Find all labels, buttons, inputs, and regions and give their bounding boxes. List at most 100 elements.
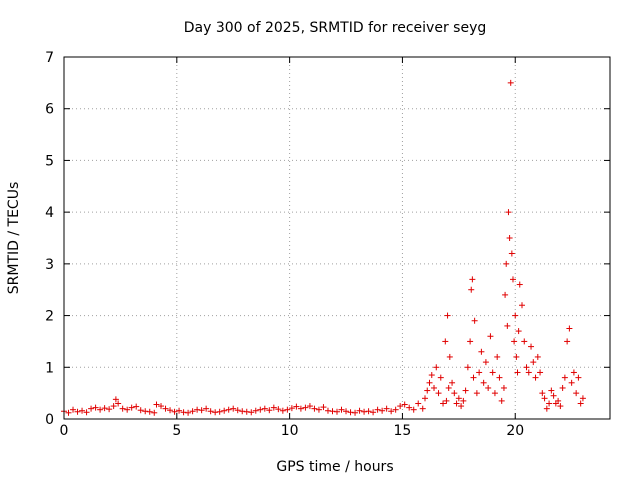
- data-point: [550, 392, 557, 399]
- data-point: [252, 407, 259, 414]
- data-point: [525, 369, 532, 376]
- data-point: [528, 343, 535, 350]
- data-point: [506, 235, 513, 241]
- data-point: [279, 407, 286, 414]
- data-point: [176, 407, 183, 414]
- data-point: [557, 403, 564, 410]
- data-point: [110, 403, 117, 410]
- data-point: [133, 403, 140, 410]
- data-point: [494, 353, 501, 360]
- data-point: [288, 405, 295, 412]
- y-tick-label: 1: [45, 360, 54, 376]
- data-point: [212, 409, 219, 416]
- data-points: [61, 79, 586, 416]
- data-point: [92, 404, 99, 411]
- chart-title: Day 300 of 2025, SRMTID for receiver sey…: [184, 20, 487, 36]
- data-point: [257, 406, 264, 413]
- data-point: [530, 359, 537, 366]
- data-point: [566, 325, 573, 332]
- data-point: [128, 404, 135, 411]
- x-tick-label: 10: [281, 423, 299, 439]
- x-axis-label: GPS time / hours: [276, 459, 393, 475]
- data-point: [467, 338, 474, 345]
- data-point: [137, 407, 144, 414]
- data-point: [338, 406, 345, 413]
- data-point: [568, 379, 575, 386]
- data-point: [421, 395, 428, 402]
- data-point: [577, 400, 584, 407]
- data-point: [476, 369, 483, 376]
- data-point: [225, 406, 232, 413]
- data-point: [541, 395, 548, 402]
- data-point: [293, 403, 300, 410]
- data-point: [347, 409, 354, 416]
- data-point: [234, 407, 241, 414]
- data-point: [444, 312, 451, 319]
- data-point: [266, 407, 273, 414]
- data-point: [352, 409, 359, 416]
- data-point: [230, 405, 237, 412]
- data-point: [426, 379, 433, 386]
- data-point: [207, 408, 214, 415]
- data-point: [167, 407, 174, 414]
- data-point: [440, 400, 447, 407]
- data-point: [523, 364, 530, 371]
- data-point: [392, 406, 399, 413]
- data-point: [374, 406, 381, 413]
- x-tick-label: 20: [506, 423, 524, 439]
- y-tick-label: 5: [45, 153, 54, 169]
- data-point: [65, 409, 72, 416]
- data-point: [464, 364, 471, 371]
- data-point: [513, 353, 520, 360]
- data-point: [446, 353, 453, 360]
- data-point: [491, 390, 498, 397]
- data-point: [221, 407, 228, 414]
- data-point: [514, 369, 521, 376]
- data-point: [324, 407, 331, 414]
- data-point: [334, 408, 340, 415]
- data-point: [500, 384, 507, 391]
- data-point: [311, 405, 318, 412]
- x-tick-label: 15: [394, 423, 412, 439]
- data-point: [473, 390, 480, 397]
- data-point: [356, 407, 363, 414]
- data-point: [284, 406, 291, 413]
- data-point: [180, 409, 187, 416]
- data-point: [397, 403, 404, 410]
- x-tick-label: 0: [60, 423, 69, 439]
- data-point: [261, 405, 268, 412]
- data-point: [88, 405, 95, 412]
- y-tick-label: 6: [45, 102, 54, 118]
- data-point: [248, 409, 255, 416]
- data-point: [508, 250, 515, 257]
- data-point: [119, 405, 126, 412]
- data-point: [79, 407, 86, 414]
- data-point: [564, 338, 571, 345]
- data-point: [158, 403, 165, 410]
- data-point: [306, 403, 313, 410]
- data-point: [302, 404, 309, 411]
- data-point: [532, 374, 539, 381]
- data-point: [453, 400, 460, 407]
- data-point: [546, 400, 553, 407]
- data-point: [320, 404, 327, 411]
- data-point: [431, 384, 438, 391]
- data-point: [555, 397, 562, 404]
- data-point: [410, 406, 417, 413]
- data-point: [361, 408, 368, 415]
- data-point: [482, 359, 489, 366]
- data-point: [239, 408, 246, 415]
- data-point: [275, 406, 282, 413]
- grid: [64, 57, 610, 419]
- data-point: [478, 348, 485, 355]
- data-point: [515, 328, 522, 335]
- data-point: [83, 409, 90, 416]
- data-point: [449, 379, 456, 386]
- data-point: [570, 369, 577, 376]
- data-point: [519, 302, 526, 309]
- y-axis-label: SRMTID / TECUs: [6, 182, 22, 295]
- axis-ticks: 0 5 10 15 20 0 1 2 3 4 5 6 7: [45, 50, 610, 439]
- data-point: [106, 406, 113, 413]
- data-point: [243, 408, 250, 415]
- data-point: [189, 408, 196, 415]
